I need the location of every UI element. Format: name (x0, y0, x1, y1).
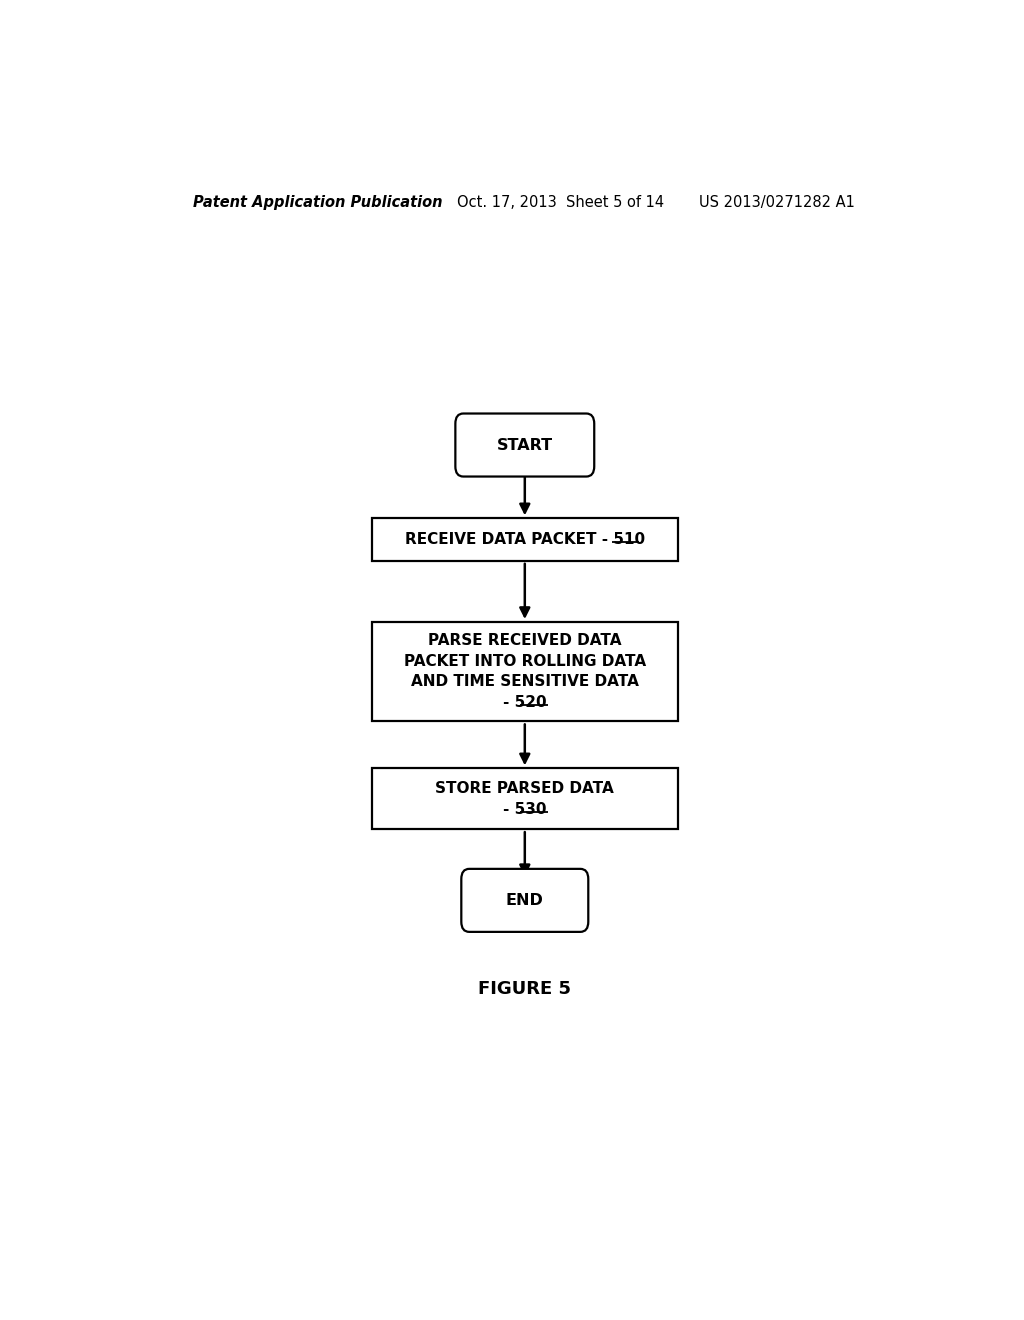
FancyBboxPatch shape (461, 869, 588, 932)
Text: Oct. 17, 2013  Sheet 5 of 14: Oct. 17, 2013 Sheet 5 of 14 (458, 195, 665, 210)
Text: STORE PARSED DATA: STORE PARSED DATA (435, 781, 614, 796)
Bar (372, 768, 678, 829)
Text: - 520: - 520 (503, 696, 547, 710)
Text: PARSE RECEIVED DATA: PARSE RECEIVED DATA (428, 634, 622, 648)
Text: - 530: - 530 (503, 801, 547, 817)
Bar (372, 622, 678, 722)
Text: US 2013/0271282 A1: US 2013/0271282 A1 (699, 195, 855, 210)
Text: Patent Application Publication: Patent Application Publication (194, 195, 442, 210)
Text: FIGURE 5: FIGURE 5 (478, 979, 571, 998)
Bar (372, 519, 678, 561)
Text: AND TIME SENSITIVE DATA: AND TIME SENSITIVE DATA (411, 675, 639, 689)
Text: PACKET INTO ROLLING DATA: PACKET INTO ROLLING DATA (403, 653, 646, 669)
Text: RECEIVE DATA PACKET - 510: RECEIVE DATA PACKET - 510 (404, 532, 645, 546)
Text: END: END (506, 892, 544, 908)
FancyBboxPatch shape (456, 413, 594, 477)
Text: START: START (497, 437, 553, 453)
